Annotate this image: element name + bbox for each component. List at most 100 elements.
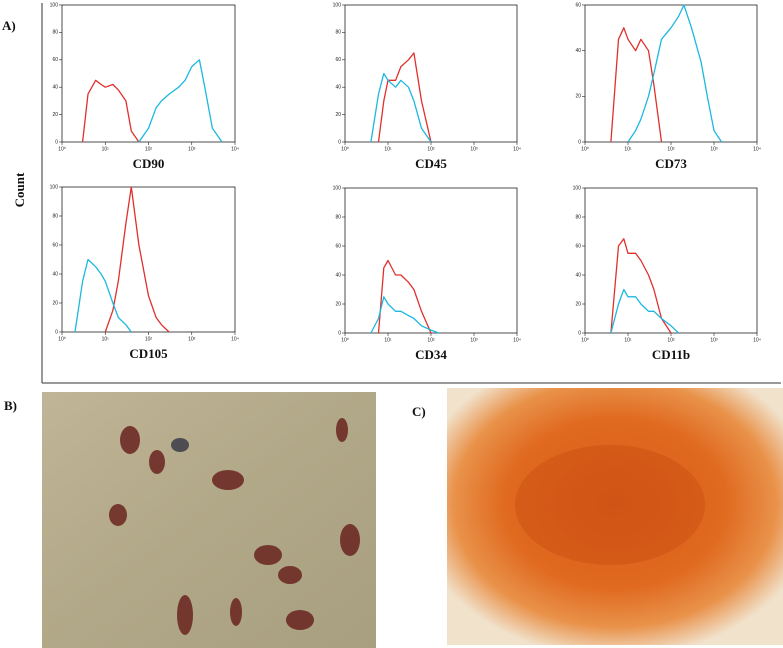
x-tick-label: 10⁰ <box>58 336 66 342</box>
y-tick-label: 20 <box>575 94 581 100</box>
histogram: 0 20 40 60 80 100 10⁰ 10¹ 10² 10³ 10⁴ CD11b <box>573 185 761 362</box>
y-tick-label: 20 <box>52 112 58 118</box>
y-tick-label: 0 <box>338 330 341 336</box>
plot-frame <box>61 4 236 143</box>
histogram-line <box>377 259 432 334</box>
x-tick-label: 10³ <box>188 336 196 342</box>
x-axis-label: CD73 <box>655 156 687 171</box>
histogram-line <box>627 4 723 143</box>
panel-label: C) <box>412 404 426 419</box>
y-tick-label: 60 <box>335 243 341 249</box>
x-tick-label: 10⁰ <box>581 337 589 343</box>
x-tick-label: 10² <box>667 146 675 152</box>
histogram-line <box>610 27 663 143</box>
x-tick-label: 10⁴ <box>753 337 761 343</box>
x-tick-label: 10² <box>145 146 153 152</box>
y-tick-label: 80 <box>575 214 581 220</box>
y-tick-label: 40 <box>52 85 58 91</box>
histogram: 0 20 40 60 80 100 10⁰ 10¹ 10² 10³ 10⁴ CD90 <box>50 2 239 171</box>
stained-image-c <box>447 388 783 645</box>
y-tick-label: 20 <box>52 300 58 306</box>
x-tick-label: 10¹ <box>102 336 110 342</box>
y-tick-label: 20 <box>575 301 581 307</box>
y-tick-label: 60 <box>335 57 341 63</box>
histogram-line <box>74 258 132 333</box>
x-axis-label: CD45 <box>415 156 447 171</box>
y-tick-label: 40 <box>335 272 341 278</box>
y-tick-label: 40 <box>335 85 341 91</box>
x-tick-label: 10⁴ <box>513 337 521 343</box>
x-tick-label: 10¹ <box>624 146 632 152</box>
plot-frame <box>584 187 758 334</box>
y-tick-label: 60 <box>575 2 581 8</box>
x-tick-label: 10² <box>667 337 675 343</box>
x-tick-label: 10² <box>427 146 435 152</box>
y-tick-label: 100 <box>50 2 59 8</box>
histogram-line <box>377 52 432 143</box>
histogram: 0 20 40 60 80 100 10⁰ 10¹ 10² 10³ 10⁴ CD34 <box>333 185 521 362</box>
y-tick-label: 80 <box>335 214 341 220</box>
histogram-line <box>370 296 439 334</box>
y-axis-label: Count <box>12 172 27 207</box>
y-tick-label: 80 <box>52 30 58 36</box>
x-tick-label: 10⁴ <box>753 146 761 152</box>
y-tick-label: 20 <box>335 112 341 118</box>
histogram: 0 20 40 60 80 100 10⁰ 10¹ 10² 10³ 10⁴ CD105 <box>50 184 239 361</box>
x-tick-label: 10⁴ <box>513 146 521 152</box>
x-tick-label: 10¹ <box>384 146 392 152</box>
x-axis-label: CD90 <box>133 156 165 171</box>
y-tick-label: 80 <box>52 213 58 219</box>
x-tick-label: 10⁰ <box>58 146 66 152</box>
x-tick-label: 10⁰ <box>341 337 349 343</box>
y-tick-label: 100 <box>333 2 342 8</box>
y-tick-label: 100 <box>50 184 59 190</box>
x-tick-label: 10³ <box>470 337 478 343</box>
y-tick-label: 40 <box>575 48 581 54</box>
x-tick-label: 10⁰ <box>581 146 589 152</box>
y-tick-label: 60 <box>52 57 58 63</box>
histogram: 0 20 40 60 10⁰ 10¹ 10² 10³ 10⁴ CD73 <box>575 2 760 171</box>
y-tick-label: 0 <box>578 330 581 336</box>
histogram-line <box>81 79 140 143</box>
x-tick-label: 10⁴ <box>231 336 239 342</box>
panel-label: B) <box>4 398 17 413</box>
y-tick-label: 60 <box>575 243 581 249</box>
x-tick-label: 10³ <box>710 337 718 343</box>
y-tick-label: 40 <box>52 271 58 277</box>
y-tick-label: 80 <box>335 30 341 36</box>
y-tick-label: 40 <box>575 272 581 278</box>
histogram: 0 20 40 60 80 100 10⁰ 10¹ 10² 10³ 10⁴ CD45 <box>333 2 521 171</box>
x-tick-label: 10¹ <box>384 337 392 343</box>
x-tick-label: 10¹ <box>624 337 632 343</box>
y-tick-label: 0 <box>55 139 58 145</box>
plot-frame <box>344 187 518 334</box>
x-axis-label: CD105 <box>129 346 168 361</box>
panel-label: A) <box>2 18 16 33</box>
x-tick-label: 10² <box>145 336 153 342</box>
x-axis-label: CD34 <box>415 347 447 362</box>
histogram-line <box>370 72 432 143</box>
histogram-line <box>610 238 672 334</box>
x-axis-label: CD11b <box>652 347 690 362</box>
y-tick-label: 20 <box>335 301 341 307</box>
plot-frame <box>584 4 758 143</box>
plot-frame <box>344 4 518 143</box>
histogram-line <box>138 59 223 143</box>
y-tick-label: 0 <box>338 139 341 145</box>
x-tick-label: 10¹ <box>102 146 110 152</box>
y-tick-label: 0 <box>578 139 581 145</box>
x-tick-label: 10⁴ <box>231 146 239 152</box>
x-tick-label: 10² <box>427 337 435 343</box>
y-tick-label: 0 <box>55 329 58 335</box>
histogram-line <box>610 288 680 334</box>
histogram-line <box>104 186 170 333</box>
microscopy-image-b <box>42 392 376 648</box>
x-tick-label: 10³ <box>710 146 718 152</box>
y-tick-label: 60 <box>52 242 58 248</box>
x-tick-label: 10³ <box>470 146 478 152</box>
y-tick-label: 100 <box>333 185 342 191</box>
y-tick-label: 100 <box>573 185 582 191</box>
x-tick-label: 10³ <box>188 146 196 152</box>
x-tick-label: 10⁰ <box>341 146 349 152</box>
